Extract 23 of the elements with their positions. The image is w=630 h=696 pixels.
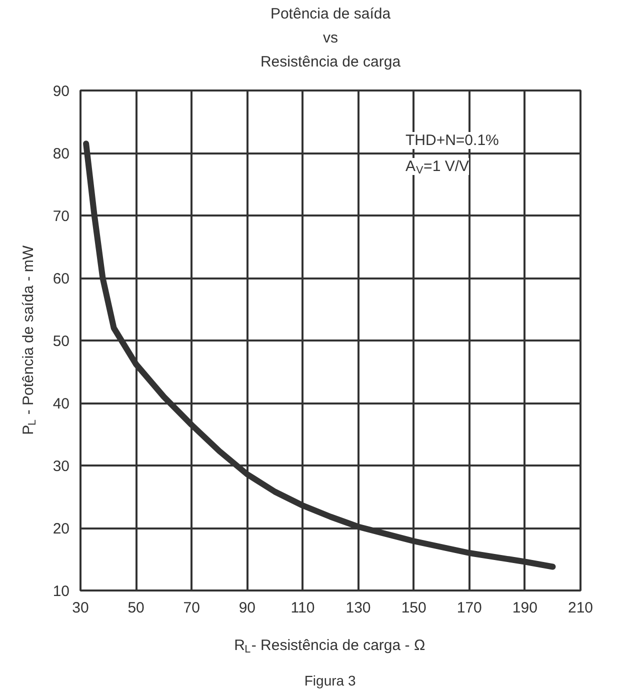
annotation: THD+N=0.1% [406,132,499,149]
x-tick-label: 70 [183,600,200,616]
y-tick-label: 60 [52,270,70,288]
y-axis-title: PL - Potência de saída - mW [20,244,39,435]
y-tick-label: 80 [52,146,70,162]
x-tick-label: 170 [456,600,482,616]
y-tick-label: 20 [52,520,70,538]
chart-title: Potência de saída vs Resistência de carga [260,6,402,70]
x-tick-label: 110 [290,600,315,616]
y-tick-label: 10 [52,583,70,600]
x-tick-label: 190 [512,600,538,616]
text: Figura 3 [304,672,356,688]
x-tick-label: 90 [238,600,256,616]
x-tick-label: 210 [568,600,594,616]
y-tick-label: 50 [52,333,70,350]
y-tick-label: 90 [52,83,70,100]
y-tick-label: 40 [52,396,70,412]
y-tick-label: 70 [52,208,70,225]
y-tick-label: 30 [52,458,70,475]
x-tick-label: 150 [401,600,426,616]
x-tick-label: 30 [72,600,89,616]
x-tick-label: 130 [346,600,371,616]
x-tick-label: 50 [128,600,144,616]
